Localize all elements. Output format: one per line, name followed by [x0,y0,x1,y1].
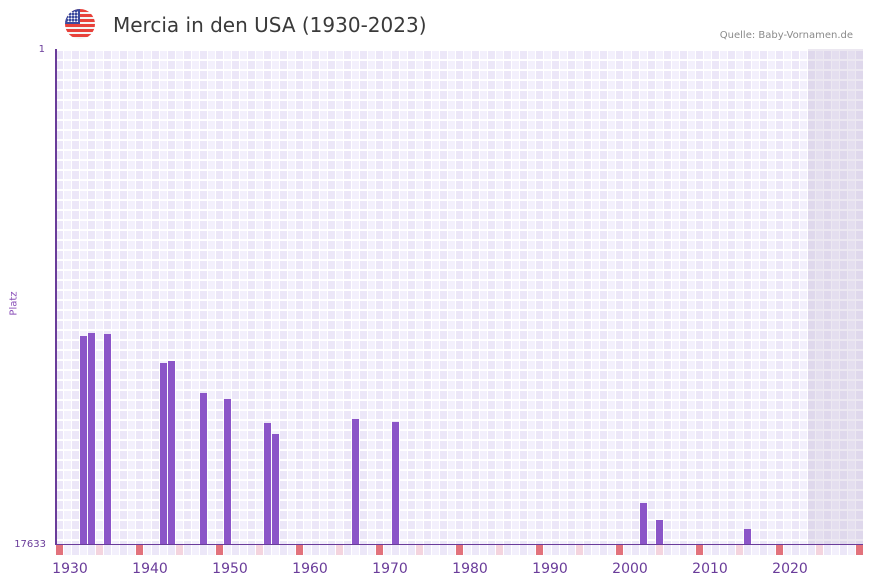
year-marker [56,545,63,555]
x-tick-label: 2000 [612,561,648,577]
bar-1942[interactable] [168,361,175,544]
x-tick-label: 1950 [212,561,248,577]
year-marker [656,545,663,555]
bar-1941[interactable] [160,363,167,544]
year-marker [336,545,343,555]
year-marker [256,545,263,555]
plot-area [55,49,863,545]
x-tick-label: 1980 [452,561,488,577]
year-marker-strip [55,545,863,555]
bar-2014[interactable] [744,528,751,544]
y-axis-line [55,49,57,545]
x-tick-label: 1940 [132,561,168,577]
bar-1946[interactable] [200,392,207,544]
bar-1965[interactable] [352,418,359,544]
year-marker [96,545,103,555]
year-marker [856,545,863,555]
bar-1954[interactable] [264,423,271,544]
bar-1949[interactable] [224,398,231,544]
year-marker [736,545,743,555]
year-marker [136,545,143,555]
year-marker [536,545,543,555]
us-flag-icon [65,9,95,39]
year-marker [576,545,583,555]
x-tick-label: 1960 [292,561,328,577]
bar-1970[interactable] [392,421,399,544]
year-marker [816,545,823,555]
x-tick-label: 2020 [772,561,808,577]
year-marker [616,545,623,555]
source-link[interactable]: Quelle: Baby-Vornamen.de [719,30,853,41]
bar-1934[interactable] [104,334,111,544]
year-marker [296,545,303,555]
bar-2001[interactable] [640,502,647,544]
year-marker [776,545,783,555]
year-marker [176,545,183,555]
year-marker [456,545,463,555]
x-tick-label: 2010 [692,561,728,577]
y-axis-title: Platz [8,291,20,316]
year-marker [216,545,223,555]
future-shaded-region [808,49,863,545]
bar-1931[interactable] [80,336,87,544]
bar-1932[interactable] [88,332,95,544]
x-axis-line [55,544,863,545]
y-axis-top-label: 1 [38,44,45,55]
x-tick-label: 1990 [532,561,568,577]
x-tick-label: 1930 [52,561,88,577]
year-marker [416,545,423,555]
year-marker [376,545,383,555]
bar-2003[interactable] [656,519,663,544]
chart-title: Mercia in den USA (1930-2023) [113,13,427,37]
bar-1955[interactable] [272,434,279,544]
y-axis-bottom-label: 17633 [14,539,46,550]
year-marker [696,545,703,555]
year-marker [496,545,503,555]
x-tick-label: 1970 [372,561,408,577]
